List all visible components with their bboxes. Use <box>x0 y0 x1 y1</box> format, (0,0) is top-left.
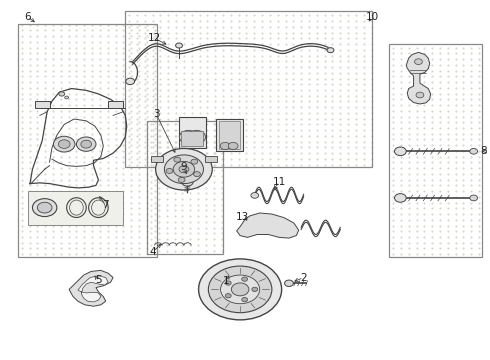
Circle shape <box>174 157 181 162</box>
Text: 8: 8 <box>480 146 487 156</box>
Circle shape <box>76 137 96 151</box>
Circle shape <box>252 287 258 292</box>
Bar <box>125 12 372 167</box>
Circle shape <box>58 140 70 148</box>
Circle shape <box>394 194 406 202</box>
Circle shape <box>164 155 203 184</box>
Circle shape <box>242 277 247 281</box>
Circle shape <box>173 161 195 177</box>
Circle shape <box>178 177 185 183</box>
Polygon shape <box>406 52 431 104</box>
Circle shape <box>251 193 259 198</box>
Bar <box>108 101 123 108</box>
Circle shape <box>156 148 212 190</box>
Circle shape <box>37 202 52 213</box>
Polygon shape <box>237 213 299 238</box>
Bar <box>216 119 243 151</box>
Circle shape <box>53 136 75 152</box>
Text: 10: 10 <box>366 12 379 22</box>
Text: 3: 3 <box>153 109 159 119</box>
Text: 1: 1 <box>223 276 230 286</box>
Polygon shape <box>78 276 108 302</box>
Circle shape <box>194 172 200 177</box>
Circle shape <box>470 195 478 201</box>
Text: 13: 13 <box>236 212 249 221</box>
Circle shape <box>81 140 92 148</box>
Circle shape <box>179 166 189 173</box>
Circle shape <box>32 199 57 217</box>
Circle shape <box>416 92 424 98</box>
Circle shape <box>231 283 249 296</box>
Circle shape <box>228 142 238 149</box>
Circle shape <box>126 78 135 85</box>
Text: 7: 7 <box>102 200 109 210</box>
Text: 6: 6 <box>24 12 31 22</box>
Bar <box>27 191 123 225</box>
Circle shape <box>59 92 65 96</box>
Bar <box>147 121 223 253</box>
Bar <box>389 44 482 257</box>
Bar <box>181 131 203 146</box>
Circle shape <box>285 280 294 287</box>
Bar <box>219 121 240 149</box>
Circle shape <box>65 96 69 99</box>
Circle shape <box>166 168 173 174</box>
Circle shape <box>415 59 422 64</box>
Circle shape <box>208 266 272 313</box>
Text: 2: 2 <box>300 273 307 283</box>
Circle shape <box>187 130 206 144</box>
Text: 12: 12 <box>148 33 161 43</box>
Circle shape <box>394 147 406 156</box>
Circle shape <box>225 281 231 285</box>
Circle shape <box>327 48 334 53</box>
Text: 4: 4 <box>150 247 156 257</box>
Bar <box>35 101 49 108</box>
Circle shape <box>198 259 282 320</box>
Circle shape <box>220 142 230 149</box>
Bar <box>205 156 217 162</box>
Circle shape <box>225 293 231 298</box>
Bar <box>179 117 206 148</box>
Text: 9: 9 <box>181 162 187 172</box>
Text: 11: 11 <box>272 177 286 187</box>
Bar <box>151 156 163 162</box>
Circle shape <box>191 159 197 164</box>
Circle shape <box>242 297 247 302</box>
Text: 5: 5 <box>95 275 102 285</box>
Circle shape <box>181 177 193 186</box>
Circle shape <box>175 43 182 48</box>
Bar <box>18 24 157 257</box>
Circle shape <box>220 275 260 304</box>
Circle shape <box>470 148 478 154</box>
Polygon shape <box>69 270 113 306</box>
Circle shape <box>179 130 197 144</box>
